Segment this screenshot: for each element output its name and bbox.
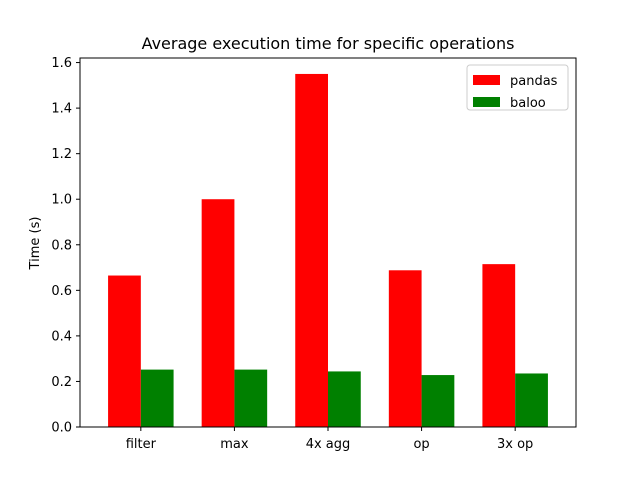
legend: pandas baloo bbox=[466, 64, 569, 111]
x-tick-label: max bbox=[220, 437, 249, 452]
y-tick-label: 1.6 bbox=[51, 56, 72, 71]
bar-baloo-filter bbox=[140, 369, 174, 427]
y-axis-label: Time (s) bbox=[28, 217, 43, 271]
legend-label-pandas: pandas bbox=[510, 74, 558, 89]
axes-group: filter max 4x agg op 3x op 0.0 0.2 0.4 0.6 0.8 1.0… bbox=[51, 56, 577, 452]
y-tick-label: 0.0 bbox=[51, 421, 72, 436]
bar-baloo-op bbox=[421, 375, 455, 427]
bar-baloo-3x-op bbox=[515, 373, 548, 427]
x-tick-label: 3x op bbox=[497, 437, 533, 452]
bar-pandas-max bbox=[201, 199, 235, 427]
chart-title: Average execution time for specific oper… bbox=[142, 34, 515, 53]
y-tick-label: 1.0 bbox=[51, 193, 72, 208]
bar-pandas-3x-op bbox=[482, 264, 516, 427]
plot-frame bbox=[79, 57, 577, 428]
y-tick-label: 1.4 bbox=[51, 102, 72, 117]
bar-pandas-4x-agg bbox=[295, 73, 328, 427]
y-tick-label: 0.8 bbox=[51, 238, 72, 253]
y-tick-label: 0.6 bbox=[51, 284, 72, 299]
y-tick-label: 0.4 bbox=[51, 329, 72, 344]
bar-pandas-op bbox=[388, 270, 422, 427]
y-tick-label: 0.2 bbox=[51, 375, 72, 390]
legend-label-baloo: baloo bbox=[510, 96, 546, 111]
legend-swatch-baloo bbox=[473, 97, 500, 107]
bars-group bbox=[108, 73, 548, 427]
y-tick-label: 1.2 bbox=[51, 147, 72, 162]
bar-baloo-4x-agg bbox=[328, 371, 361, 427]
bar-pandas-filter bbox=[108, 275, 141, 427]
x-tick-label: filter bbox=[126, 437, 157, 452]
legend-swatch-pandas bbox=[473, 75, 500, 85]
bar-baloo-max bbox=[234, 369, 268, 427]
x-tick-label: 4x agg bbox=[306, 437, 351, 452]
x-tick-label: op bbox=[413, 437, 429, 452]
